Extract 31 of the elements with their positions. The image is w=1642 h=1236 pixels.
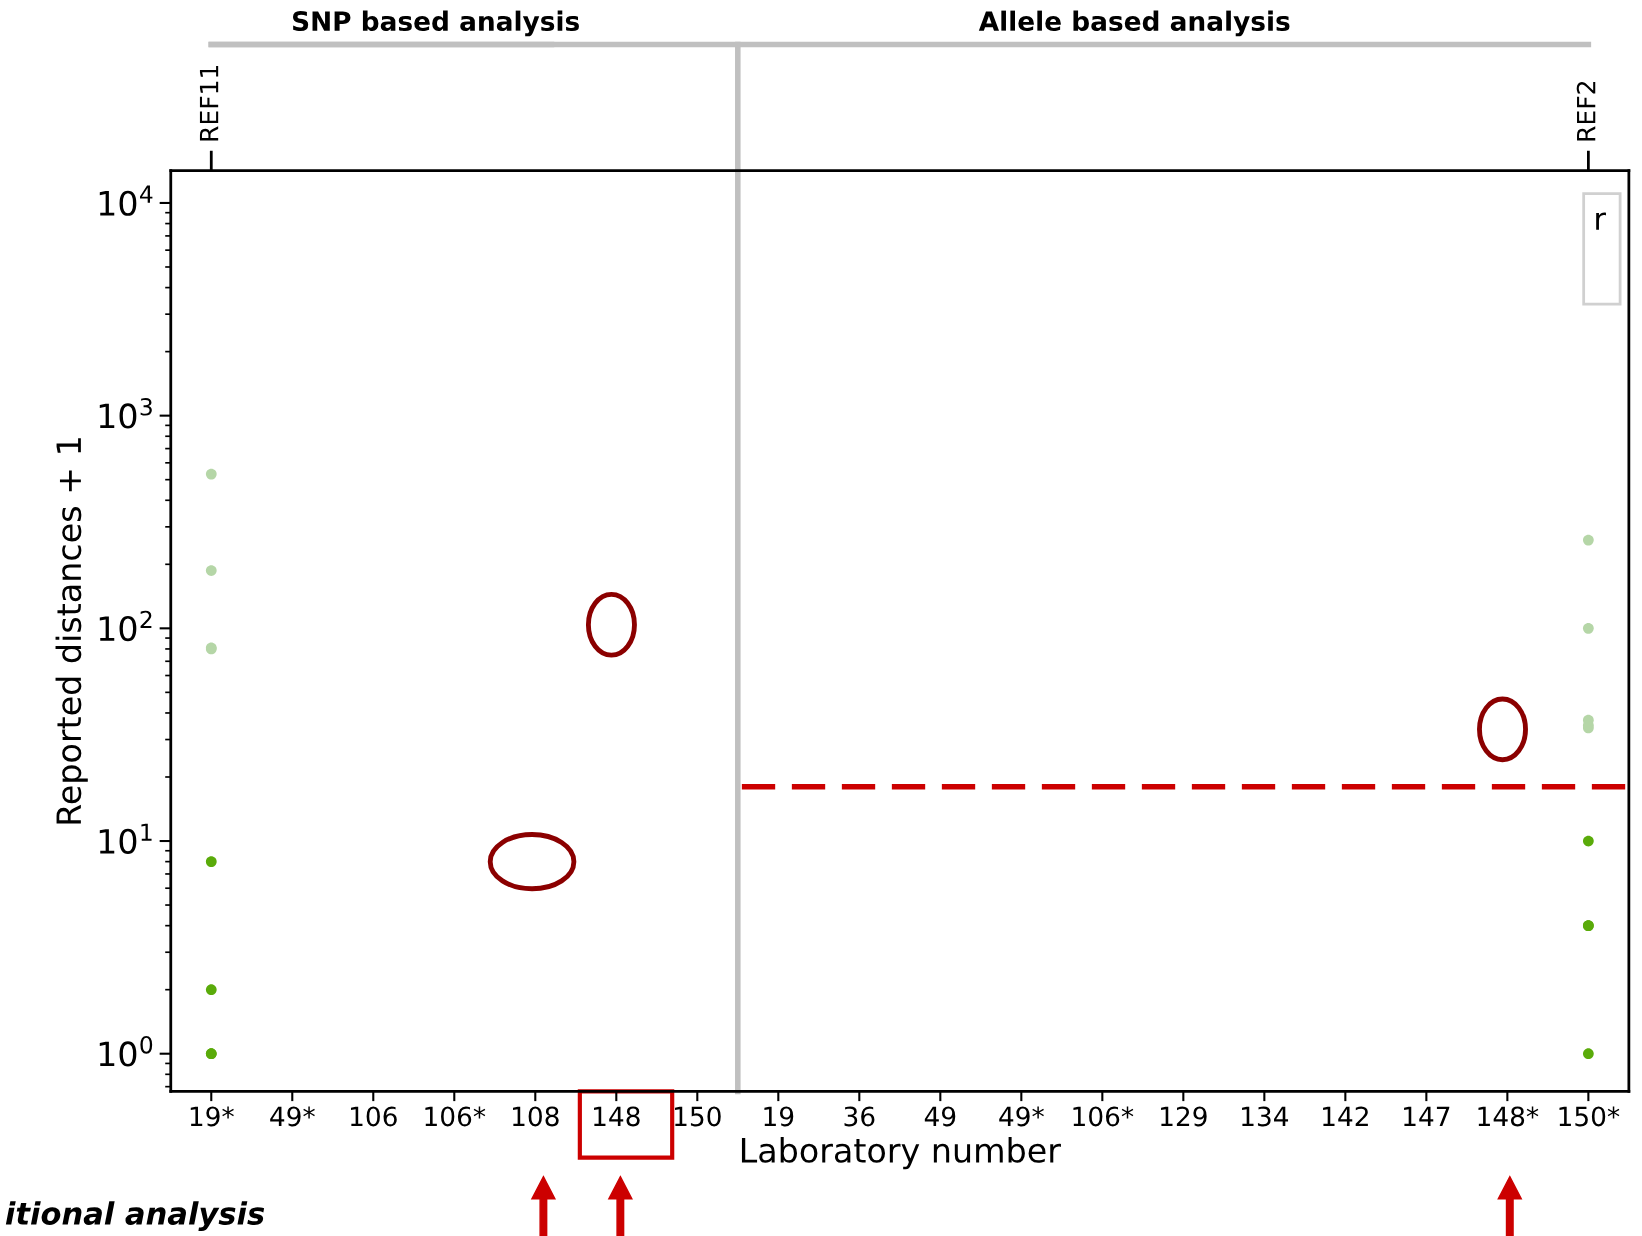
x-tick-label: 148	[594, 1106, 640, 1127]
y-axis-title: Reported distances + 1	[55, 438, 88, 824]
text: REF11	[199, 65, 219, 141]
y-tick-label: 10$^{1}$	[99, 823, 152, 854]
text: REF2	[1576, 81, 1596, 141]
x-tick-label: 134	[1242, 1106, 1289, 1127]
text: SNP based analysis	[293, 10, 579, 37]
y-tick-label: 10$^{0}$	[99, 1036, 153, 1067]
x-tick-label: 106*	[1073, 1106, 1134, 1127]
text: itional analysis	[5, 1201, 265, 1232]
x-tick-label: 49*	[270, 1106, 315, 1127]
x-tick-label: 129	[1161, 1106, 1207, 1127]
x-tick-label: 19*	[190, 1106, 234, 1127]
x-tick-label: 106*	[425, 1106, 486, 1127]
y-tick-label: 10$^{3}$	[99, 397, 152, 429]
y-tick-label: 10$^{2}$	[99, 610, 152, 642]
x-tick-label: 19	[764, 1106, 794, 1127]
x-tick-label: 148*	[1478, 1106, 1539, 1127]
x-tick-label: 49	[924, 1106, 956, 1127]
annotation: r	[1596, 212, 1606, 230]
text: Allele based analysis	[978, 10, 1290, 37]
x-tick-label: 147	[1404, 1106, 1450, 1127]
x-tick-label: 142	[1323, 1106, 1368, 1127]
x-tick-label: 108	[513, 1106, 559, 1127]
x-tick-label: 150	[675, 1106, 721, 1127]
x-axis-title: Laboratory number	[741, 1137, 1061, 1170]
x-tick-label: 36	[844, 1106, 875, 1127]
x-tick-label: 106	[351, 1106, 397, 1127]
x-tick-label: 150*	[1559, 1106, 1620, 1127]
y-tick-label: 10$^{4}$	[99, 185, 153, 216]
x-tick-label: 49*	[999, 1106, 1044, 1127]
